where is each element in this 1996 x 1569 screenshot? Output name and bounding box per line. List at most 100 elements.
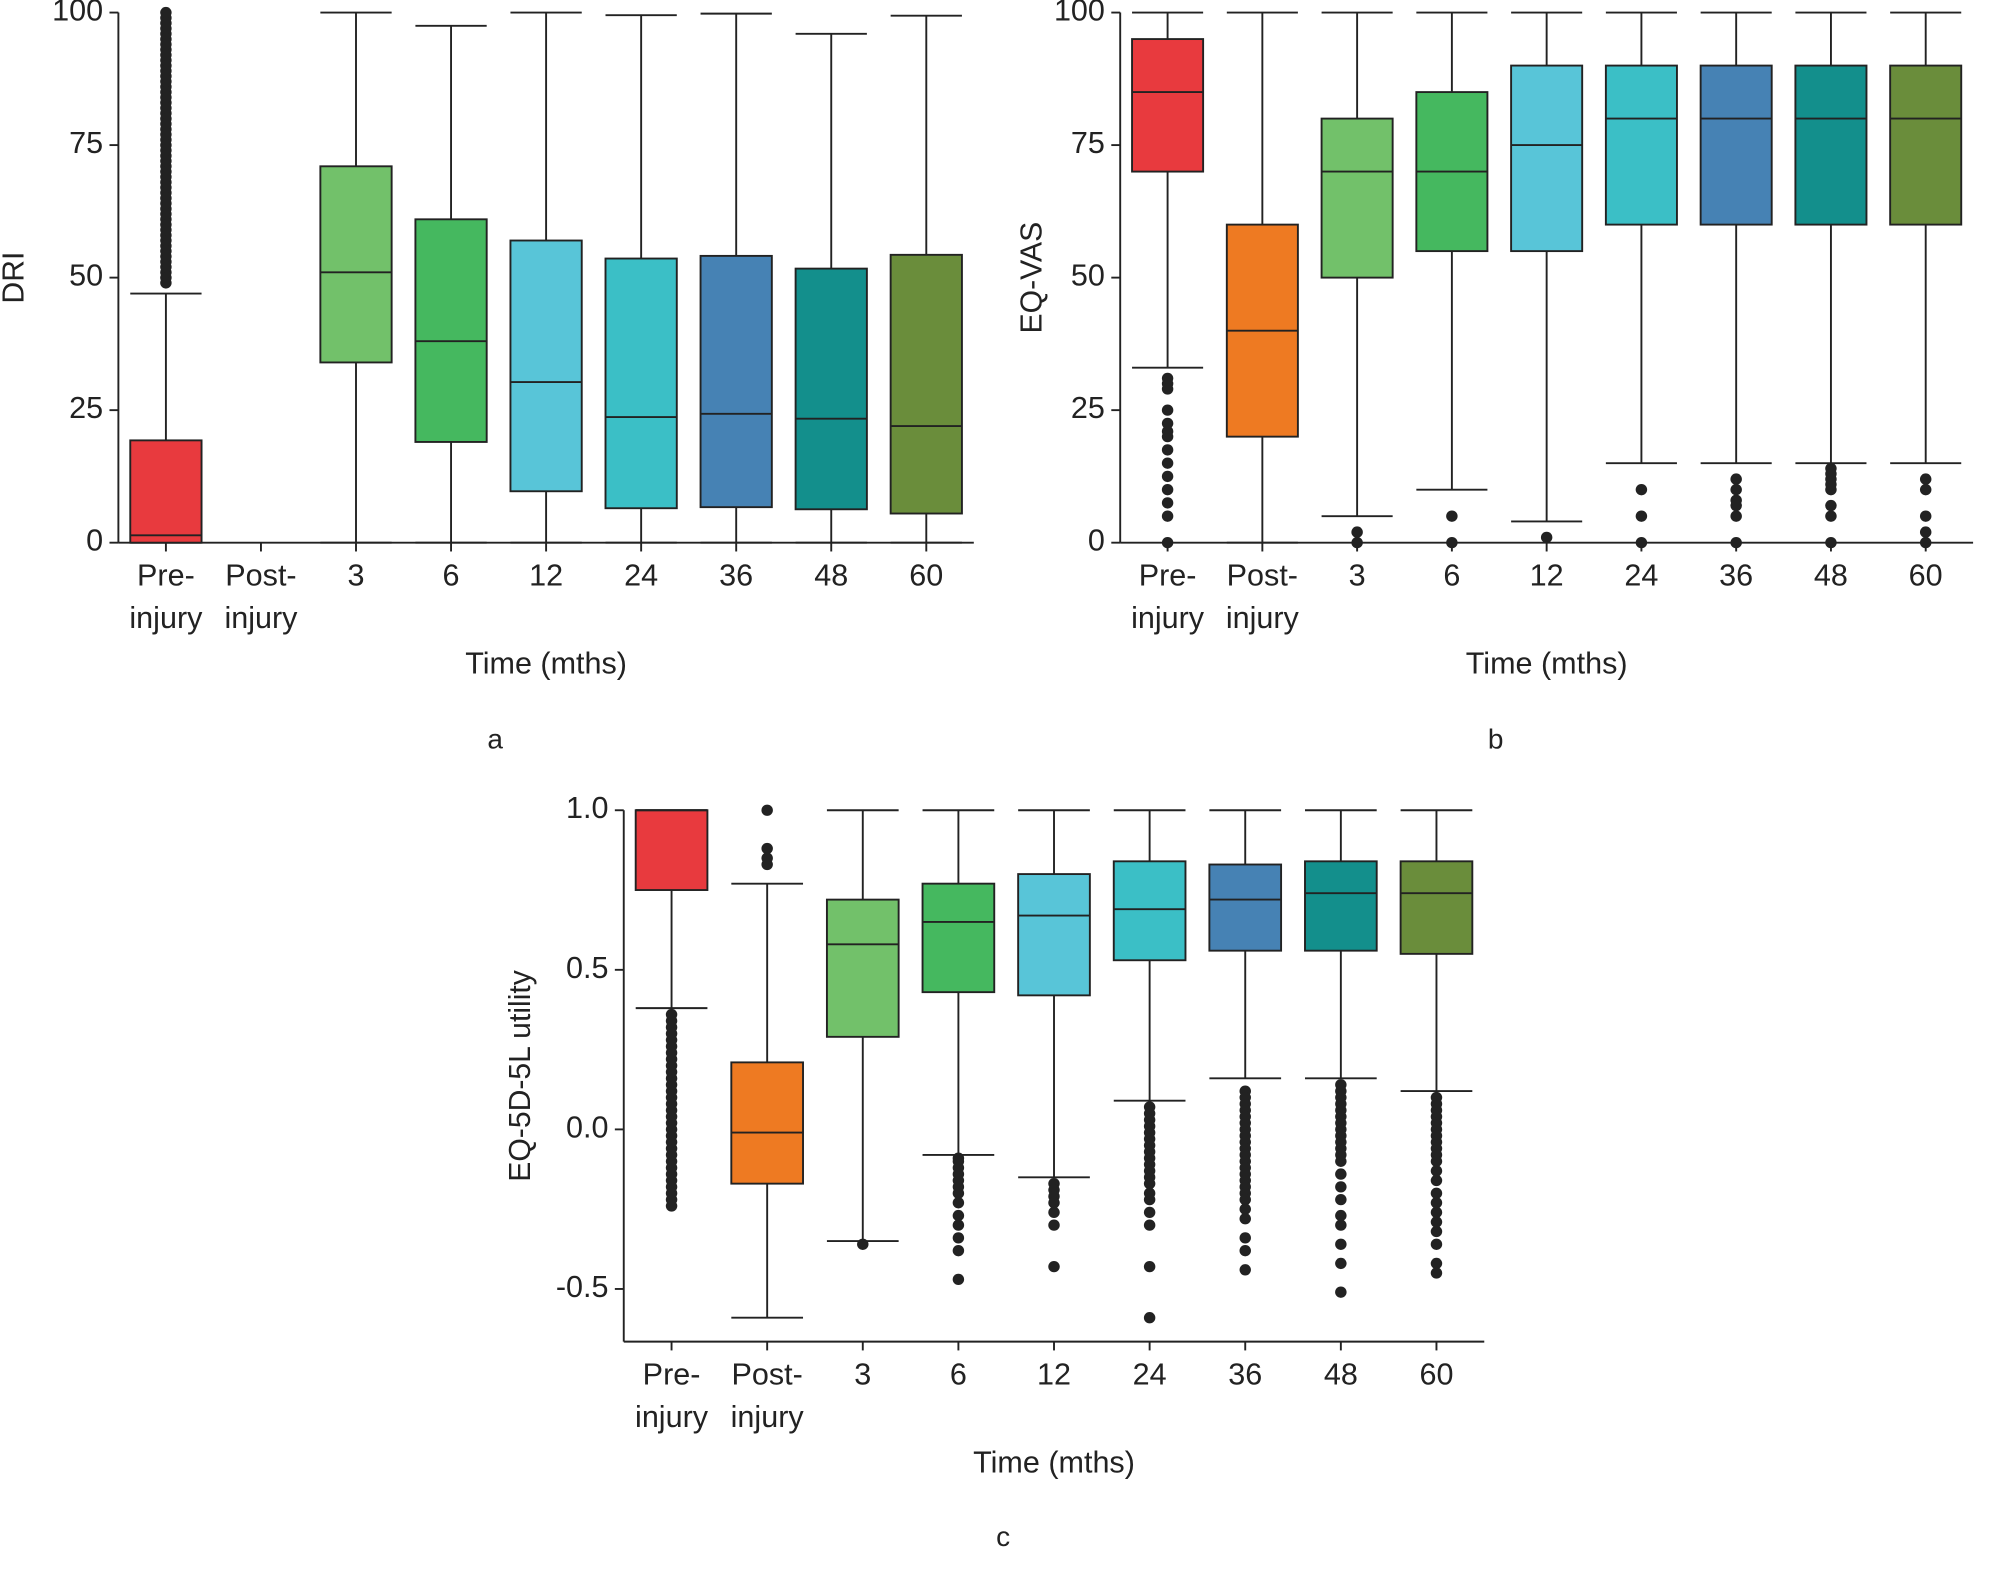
box [794,267,868,511]
outlier [761,852,773,864]
x-axis-label: Time (mths) [465,648,627,681]
outlier [1143,1206,1156,1219]
x-tick-label-box: 3 [1349,559,1366,593]
x-tick-label: 24 [624,559,659,593]
outlier [1335,1219,1347,1231]
outlier [1335,1155,1347,1167]
y-tick-label: 75 [1071,127,1105,160]
outlier [1730,484,1742,496]
outlier [857,1238,869,1250]
outlier [1635,537,1648,549]
outlier [1048,1206,1060,1219]
outlier [1239,1232,1251,1244]
outlier [1161,372,1174,384]
x-tick-label: 24 [1624,559,1659,593]
y-tick-label: 1.0 [566,792,608,825]
outlier [1161,404,1174,416]
outlier [1635,510,1648,522]
box [319,165,393,364]
box [1131,38,1205,173]
y-tick-label: 0 [86,525,103,558]
y-tick-label: 75 [69,127,103,160]
outlier [1730,510,1742,522]
box [1399,860,1474,955]
y-tick-label: 25 [69,392,103,425]
x-tick-label: 12 [529,559,564,593]
outlier [1825,537,1837,549]
x-tick-label-box: 6 [1443,559,1461,593]
outlier [952,1273,965,1286]
outlier [1919,537,1932,549]
outlier [1239,1213,1251,1225]
outlier [1430,1197,1443,1209]
x-tick-label: 3 [854,1357,872,1392]
y-tick-label: 25 [1071,392,1105,425]
x-tick-label: 36 [1228,1357,1263,1392]
x-tick-label: Pre- injury [129,559,203,636]
outlier [1335,1238,1347,1250]
outlier [1919,526,1932,538]
outlier [761,842,773,855]
x-tick-label-box: 36 [1719,559,1754,593]
outlier [1825,462,1837,475]
box [414,218,488,443]
x-tick-label: 6 [949,1357,967,1392]
box [921,882,996,994]
outlier [952,1197,965,1209]
box [1112,860,1187,962]
outlier [1161,537,1174,549]
box [634,809,709,891]
outlier [1730,494,1742,506]
outlier [1430,1216,1443,1228]
x-tick-label: 6 [1443,559,1461,593]
outlier [1825,499,1837,512]
x-tick-label-box: Pre- injury [635,1357,709,1435]
x-tick-label-box: 48 [1814,559,1848,593]
x-tick-label-box: Post- injury [224,559,297,636]
box [889,253,963,515]
y-tick-label: 50 [1071,260,1105,293]
y-tick-label: 50 [69,260,103,293]
x-tick-label: 36 [1719,559,1754,593]
outlier [1048,1260,1060,1273]
outlier [1161,484,1174,496]
x-tick-label-box: 60 [909,559,943,593]
outlier [1335,1257,1347,1270]
outlier [1239,1193,1251,1206]
outlier [1048,1219,1060,1231]
outlier [1919,484,1932,496]
outlier [1635,484,1648,496]
x-tick-label-box: Pre- injury [1131,559,1204,636]
outlier [1161,417,1174,430]
outlier [1446,510,1458,522]
outlier [952,1245,965,1257]
box [1794,64,1868,226]
outlier [1143,1260,1156,1273]
box [509,239,583,493]
outlier [1143,1193,1156,1206]
x-tick-label-box: 6 [949,1357,967,1392]
x-tick-label: 3 [347,559,365,593]
outlier [1239,1203,1251,1215]
outlier [1430,1155,1443,1167]
x-axis-label: Time (mths) [973,1447,1135,1480]
x-tick-label-box: 24 [1133,1358,1167,1392]
outlier [1335,1168,1347,1180]
x-tick-label: 12 [1529,559,1564,593]
outlier [952,1232,965,1244]
outlier [1161,457,1174,469]
outlier [761,804,773,816]
outlier [952,1219,965,1231]
x-tick-label-box: 48 [814,559,848,593]
x-tick-label: Pre- injury [635,1357,709,1435]
outlier [1335,1286,1347,1298]
box [825,898,900,1038]
outlier [1430,1225,1443,1238]
y-tick-label: 0.0 [566,1112,608,1145]
outlier [1430,1165,1443,1177]
y-axis-label: EQ-5D-5L utility [504,969,537,1181]
x-tick-label: Post- injury [1225,559,1299,636]
panel-label: c [996,1521,1010,1552]
outlier [1351,526,1363,538]
outlier [665,1008,678,1021]
